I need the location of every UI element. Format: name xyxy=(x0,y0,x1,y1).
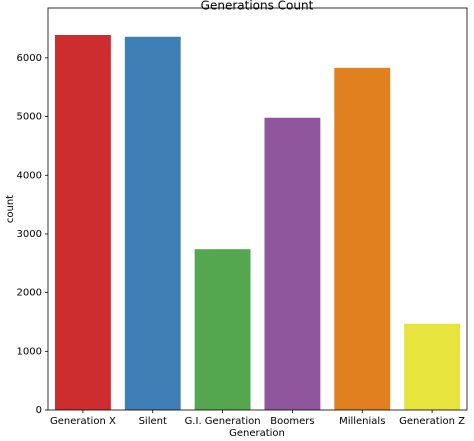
y-tick-label: 0 xyxy=(36,405,42,416)
bar xyxy=(194,249,251,410)
bar xyxy=(124,36,181,411)
x-tick-label: Generation X xyxy=(50,416,116,427)
x-tick-label: Silent xyxy=(139,416,167,427)
y-tick-label: 2000 xyxy=(17,288,42,299)
bar xyxy=(54,34,111,411)
x-tick-label: G.I. Generation xyxy=(185,416,261,427)
y-tick-label: 1000 xyxy=(17,346,42,357)
bar xyxy=(264,117,321,410)
bar xyxy=(404,323,461,410)
bar xyxy=(334,67,391,410)
x-axis-label: Generation xyxy=(229,428,285,439)
x-tick-label: Boomers xyxy=(270,416,314,427)
y-tick-label: 6000 xyxy=(17,53,42,64)
y-axis-label: count xyxy=(5,195,16,223)
x-tick-label: Generation Z xyxy=(399,416,465,427)
x-tick-label: Millenials xyxy=(339,416,385,427)
y-tick-label: 4000 xyxy=(17,170,42,181)
y-tick-label: 5000 xyxy=(17,112,42,123)
chart-title: Generations Count xyxy=(201,0,314,13)
plot-frame xyxy=(47,7,468,411)
y-tick-label: 3000 xyxy=(17,229,42,240)
